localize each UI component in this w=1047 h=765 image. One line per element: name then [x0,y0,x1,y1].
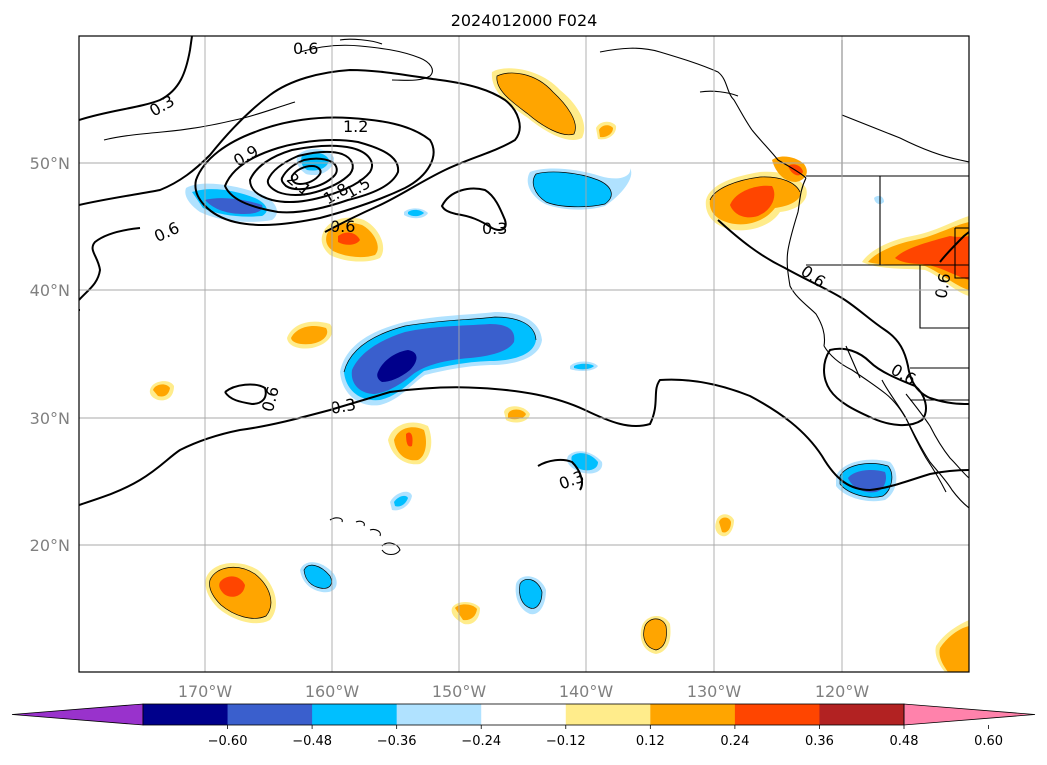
colorbar-tick-label: 0.24 [720,734,749,749]
contour-label: 1.2 [343,117,368,136]
colorbar: −0.60 −0.48 −0.36 −0.24 −0.12 0.12 0.24 0.36 0.4… [11,703,1036,749]
colorbar-tick-label: −0.60 [208,734,248,749]
colorbar-outline [142,703,905,726]
lat-label: 50°N [30,154,70,173]
anomaly-outline-layer [209,72,893,651]
lon-label: 150°W [432,682,487,701]
colorbar-swatch [481,704,567,725]
colorbar-swatch [396,704,482,725]
colorbar-swatch [734,704,820,725]
colorbar-swatch [819,704,905,725]
figure-title: 2024012000 F024 [451,11,598,30]
colorbar-tick-label: 0.36 [805,734,834,749]
colorbar-tick-label: 0.60 [974,734,1003,749]
colorbar-swatch [143,704,229,725]
contour-label: 0.3 [329,395,357,418]
colorbar-tick-label: −0.36 [377,734,417,749]
contour-layer [79,36,969,506]
lon-label: 160°W [305,682,360,701]
longitude-labels: 170°W 160°W 150°W 140°W 130°W 120°W [178,682,870,701]
colorbar-extend-low [11,703,144,726]
lon-label: 170°W [178,682,233,701]
colorbar-tick-label: −0.12 [546,734,586,749]
colorbar-tick-label: −0.24 [461,734,501,749]
colorbar-extend-high [903,703,1036,726]
lat-label: 30°N [30,409,70,428]
colorbar-swatch [650,704,736,725]
contour-label: 0.6 [330,217,355,236]
colorbar-swatch [312,704,398,725]
colorbar-tick-label: 0.48 [890,734,919,749]
lon-label: 120°W [815,682,870,701]
lat-label: 20°N [30,536,70,555]
colorbar-swatch [565,704,651,725]
lat-label: 40°N [30,281,70,300]
map-panel: 0.6 0.3 0.9 1.2 2.1 1.8 1.5 0.6 0.6 0.3 … [79,36,969,672]
lon-label: 140°W [559,682,614,701]
contour-label: 0.6 [931,272,954,300]
lon-label: 130°W [687,682,742,701]
colorbar-tick-label: −0.48 [292,734,332,749]
map-frame [78,35,970,673]
latitude-labels: 50°N 40°N 30°N 20°N [30,154,70,555]
colorbar-swatch [227,704,313,725]
contour-label: 0.6 [293,39,318,58]
coastline-layer [103,38,969,556]
colorbar-tick-label: 0.12 [636,734,665,749]
graticule [79,36,969,672]
contour-label: 0.3 [482,219,507,238]
